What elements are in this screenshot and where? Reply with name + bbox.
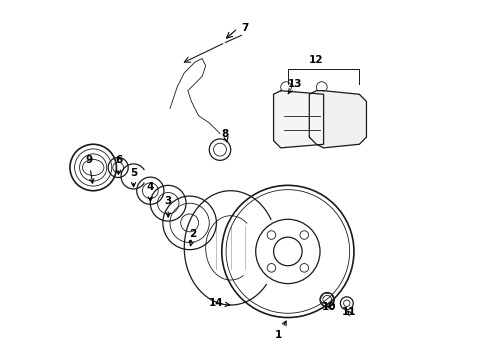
Polygon shape: [273, 91, 323, 148]
Text: 10: 10: [322, 302, 336, 312]
Polygon shape: [309, 91, 367, 148]
Text: 3: 3: [165, 197, 172, 217]
Text: 11: 11: [342, 307, 356, 317]
Text: 1: 1: [275, 321, 286, 341]
Text: 12: 12: [309, 55, 324, 65]
Text: 5: 5: [130, 168, 137, 187]
Text: 4: 4: [147, 182, 154, 201]
Text: 2: 2: [189, 229, 197, 246]
Text: 7: 7: [241, 23, 249, 33]
Text: 8: 8: [222, 129, 229, 141]
Text: 6: 6: [116, 156, 123, 174]
Text: 9: 9: [85, 156, 94, 183]
Text: 14: 14: [209, 298, 230, 308]
Text: 13: 13: [288, 78, 302, 94]
